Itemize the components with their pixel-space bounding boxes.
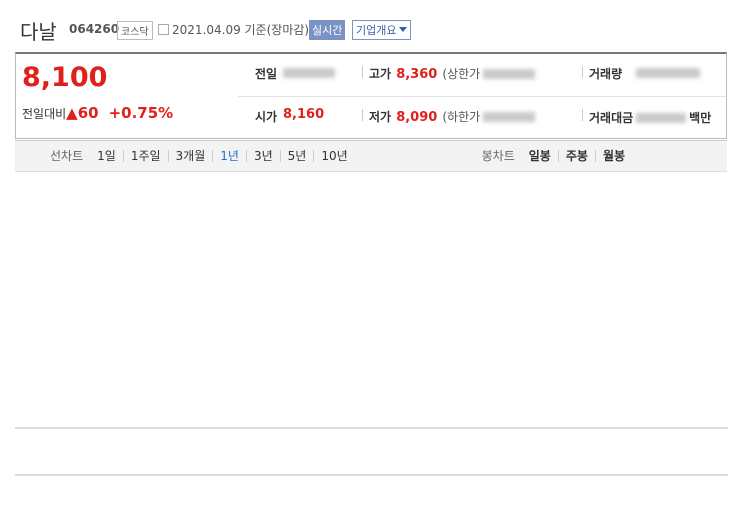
open: 8,160: [283, 107, 325, 122]
quote-box: [15, 52, 727, 139]
change-row: 전일대비▲60 +0.75%: [22, 104, 173, 122]
realtime-button[interactable]: 실시간: [309, 20, 346, 40]
high-label: 고가: [369, 67, 392, 81]
tab[interactable]: 일봉: [528, 149, 551, 163]
open-label: 시가: [255, 110, 278, 124]
tab-group-label: 봉차트: [481, 149, 515, 163]
tab-group-label: 선차트: [50, 149, 84, 163]
blurred: [483, 111, 536, 122]
tab[interactable]: 1주일: [122, 150, 168, 162]
low-label: 저가: [369, 110, 392, 124]
blurred: [483, 68, 536, 79]
tab[interactable]: 주봉: [557, 150, 595, 162]
tab[interactable]: 5년: [279, 150, 314, 162]
prev-label: 전일: [255, 67, 278, 81]
amount-label: 거래대금: [589, 111, 634, 125]
tab[interactable]: 3개월: [167, 150, 213, 162]
stock-name: 다날: [20, 20, 57, 44]
current-price: 8,100: [22, 62, 108, 93]
separator: [582, 66, 583, 78]
blurred: [636, 112, 687, 123]
change-label: 전일대비: [22, 107, 67, 121]
amount-row: 거래대금 백만: [589, 107, 711, 126]
stock-code: 064260: [69, 22, 120, 36]
high-row: 고가 8,360 (상한가: [369, 63, 538, 82]
separator: [362, 66, 363, 78]
chart: [15, 427, 728, 476]
blurred: [283, 68, 335, 78]
dropdown-arrow: 2,8144,1935,5726,9518,3309,71011,089최고 1…: [399, 27, 408, 32]
separator: [362, 109, 363, 121]
tab[interactable]: 10년: [313, 150, 354, 162]
change: ▲60: [66, 104, 99, 122]
high: 8,360: [396, 67, 438, 82]
date: 2021.04.09 기준(장마감): [172, 23, 310, 37]
lower-label: (하한가: [442, 110, 481, 124]
tab[interactable]: 월봉: [594, 150, 632, 162]
tab[interactable]: 3년: [245, 150, 280, 162]
row-divider: [238, 96, 726, 97]
tab-bar: 선차트 1일 1주일 3개월 1년 3년 5년 10년 봉차트 일봉 주봉 월봉: [15, 140, 727, 172]
company-button[interactable]: 기업개요2,8144,1935,5726,9518,3309,71011,089…: [352, 20, 412, 40]
separator: [582, 109, 583, 121]
tab[interactable]: 1일: [97, 149, 116, 163]
calendar-icon: [158, 24, 169, 35]
company-label: 기업개요: [356, 24, 397, 37]
amount-unit: 백만: [689, 111, 712, 125]
market-badge: 코스닥: [117, 21, 153, 40]
blurred: [636, 68, 700, 78]
volume-label: 거래량: [589, 67, 623, 81]
tab[interactable]: 1년: [212, 150, 246, 162]
low: 8,090: [396, 110, 438, 125]
change-pct: +0.75%: [108, 104, 174, 122]
low-row: 저가 8,090 (하한가: [369, 106, 538, 125]
upper-label: (상한가: [442, 67, 481, 81]
